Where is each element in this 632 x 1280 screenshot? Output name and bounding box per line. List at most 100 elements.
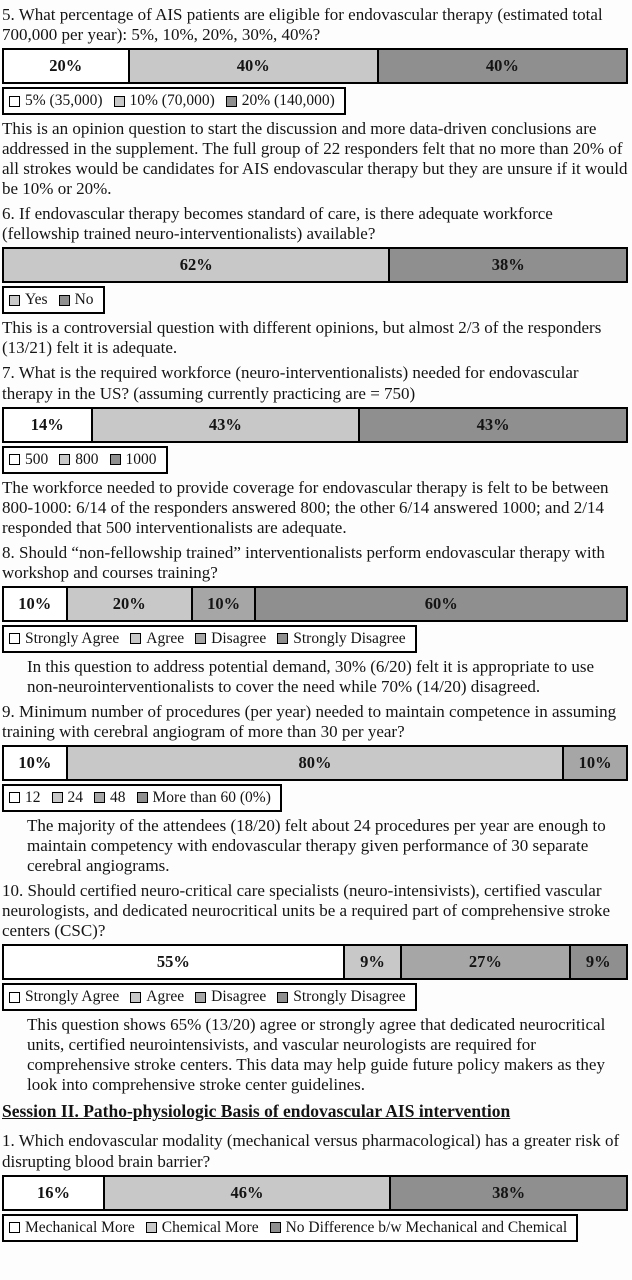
bar-segment-label: 10% xyxy=(18,752,52,772)
bar-segment-label: 55% xyxy=(156,952,190,972)
bar-segment-label: 40% xyxy=(485,56,519,76)
legend-label: Strongly Disagree xyxy=(293,629,406,647)
comment-text: This is a controversial question with di… xyxy=(2,318,602,358)
bar-segment-label: 10% xyxy=(18,593,52,613)
bar-segment: 43% xyxy=(360,408,626,441)
bar-segment-label: 43% xyxy=(476,414,510,434)
legend-label: Chemical More xyxy=(161,1218,259,1236)
bar-segment-label: 9% xyxy=(360,952,385,972)
legend-label: 20% (140,000) xyxy=(241,92,335,110)
legend-swatch xyxy=(130,991,142,1003)
legend-item: Strongly Agree xyxy=(9,988,119,1006)
legend-item: Chemical More xyxy=(145,1218,259,1237)
bar-segment: 38% xyxy=(391,1176,626,1209)
bar-segment: 20% xyxy=(4,50,130,83)
legend-swatch xyxy=(94,792,105,804)
legend-item: 5% (35,000) xyxy=(9,92,103,110)
question-text: 9. Minimum number of procedures (per yea… xyxy=(2,701,617,741)
bar-segment-label: 9% xyxy=(585,952,611,972)
legend-swatch xyxy=(195,991,207,1003)
bar-segment: 38% xyxy=(390,249,626,282)
legend-swatch xyxy=(269,1222,281,1234)
legend-swatch xyxy=(130,633,142,645)
legend-label: Disagree xyxy=(211,629,267,647)
bar-segment-label: 38% xyxy=(492,1182,526,1202)
legend-swatch xyxy=(136,792,148,804)
legend-swatch xyxy=(51,792,63,804)
legend-item: Disagree xyxy=(195,988,266,1006)
legend-label: Strongly Agree xyxy=(25,988,120,1006)
question-text: 10. Should certified neuro-critical care… xyxy=(2,881,611,941)
bar-segment: 10% xyxy=(564,746,626,779)
legend-swatch xyxy=(9,633,20,645)
legend-item: No xyxy=(58,291,94,309)
legend-label: 48 xyxy=(110,788,126,806)
legend-swatch xyxy=(277,633,289,645)
question-text: 6. If endovascular therapy becomes stand… xyxy=(2,204,553,244)
question-text: 8. Should “non-fellowship trained” inter… xyxy=(2,542,605,582)
bar-segment-label: 60% xyxy=(424,593,458,613)
bar-segment: 14% xyxy=(4,408,93,441)
bar-segment-label: 40% xyxy=(236,56,270,76)
legend-label: 10% (70,000) xyxy=(129,92,215,110)
legend-item: More than 60 (0%) xyxy=(136,788,271,807)
chart-legend: 5% (35,000) 10% (70,000) 20% (140,000) xyxy=(2,87,346,116)
question-block: 8. Should “non-fellowship trained” inter… xyxy=(2,543,629,697)
question-block: 9. Minimum number of procedures (per yea… xyxy=(2,702,629,876)
legend-label: More than 60 (0%) xyxy=(152,788,271,806)
legend-item: 20% (140,000) xyxy=(225,92,335,110)
legend-swatch xyxy=(109,454,121,466)
bar-segment-label: 14% xyxy=(30,414,64,434)
legend-label: Mechanical More xyxy=(25,1218,135,1236)
legend-label: No Difference b/w Mechanical and Chemica… xyxy=(285,1218,568,1236)
legend-label: Strongly Disagree xyxy=(293,988,406,1006)
legend-swatch xyxy=(145,1222,157,1234)
bar-segment: 46% xyxy=(104,1176,392,1209)
legend-label: 800 xyxy=(75,450,99,468)
legend-label: No xyxy=(74,291,94,309)
stacked-bar-chart: 10% 80% 10% xyxy=(2,744,628,781)
chart-legend: 500 800 1000 xyxy=(2,445,168,474)
bar-segment: 80% xyxy=(67,746,565,779)
legend-swatch xyxy=(113,95,125,107)
legend-item: 24 xyxy=(51,789,83,807)
legend-label: Agree xyxy=(146,988,185,1006)
legend-item: Strongly Disagree xyxy=(277,988,406,1006)
stacked-bar-chart: 10% 20% 10% 60% xyxy=(2,585,628,622)
legend-item: No Difference b/w Mechanical and Chemica… xyxy=(269,1218,568,1237)
bar-segment-label: 20% xyxy=(49,56,83,76)
chart-legend: Yes No xyxy=(2,286,105,315)
legend-swatch xyxy=(277,991,289,1003)
question-text: 5. What percentage of AIS patients are e… xyxy=(2,5,603,45)
stacked-bar-chart: 55% 9% 27% 9% xyxy=(2,944,628,981)
question-block: 6. If endovascular therapy becomes stand… xyxy=(2,204,629,358)
legend-item: Strongly Disagree xyxy=(277,629,406,648)
session-heading: Session II. Patho-physiologic Basis of e… xyxy=(2,1101,511,1122)
legend-item: 1000 xyxy=(109,450,157,469)
legend-label: 1000 xyxy=(125,450,157,468)
sections-container: 5. What percentage of AIS patients are e… xyxy=(2,5,629,1244)
legend-swatch xyxy=(58,294,70,306)
legend-label: 12 xyxy=(25,788,41,806)
legend-label: Agree xyxy=(146,629,185,647)
bar-segment: 27% xyxy=(402,946,571,979)
legend-item: 800 xyxy=(59,450,99,469)
bar-segment: 40% xyxy=(378,50,626,83)
bar-segment: 55% xyxy=(4,946,345,979)
question-block: 10. Should certified neuro-critical care… xyxy=(2,881,629,1095)
comment-text: The majority of the attendees (18/20) fe… xyxy=(27,815,606,876)
comment-text: The workforce needed to provide coverage… xyxy=(2,477,609,537)
bar-segment: 43% xyxy=(92,408,361,441)
stacked-bar-chart: 20% 40% 40% xyxy=(2,48,628,85)
question-block: 7. What is the required workforce (neuro… xyxy=(2,363,629,537)
legend-label: Disagree xyxy=(211,988,267,1006)
legend-item: Agree xyxy=(130,988,184,1006)
bar-segment: 20% xyxy=(67,587,193,620)
bar-segment: 9% xyxy=(344,946,403,979)
legend-swatch xyxy=(9,991,20,1003)
survey-results-page: 5. What percentage of AIS patients are e… xyxy=(2,5,629,1244)
stacked-bar-chart: 16% 46% 38% xyxy=(2,1174,628,1211)
bar-segment-label: 10% xyxy=(207,593,241,613)
bar-segment-label: 38% xyxy=(491,255,525,275)
comment-text: In this question to address potential de… xyxy=(27,656,595,696)
